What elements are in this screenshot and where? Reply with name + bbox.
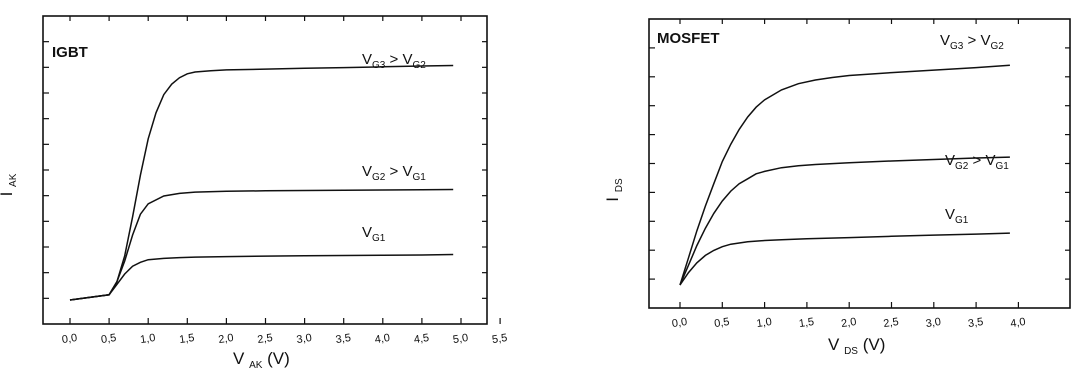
series-label-op: >: [963, 32, 980, 49]
mosfet-chart: 0,0 0,5 1,0 1,5 2,0 2,5 3,0 3,5 4,0 MOSFET V DS (V…: [603, 18, 1071, 357]
y-axis-label-main: I: [0, 187, 16, 196]
series-label-op: >: [385, 51, 402, 68]
igbt-x-tick-label: 0,5: [100, 332, 117, 346]
igbt-x-tick-label: 4,5: [413, 332, 430, 346]
igbt-series-3-line: [69, 253, 454, 301]
series-label-main2: V: [402, 51, 412, 68]
series-label-sub: G2: [372, 172, 386, 183]
igbt-x-tick-label: 0,0: [61, 332, 78, 346]
series-label-main2: V: [402, 163, 412, 180]
igbt-y-axis-label: I AK: [0, 173, 19, 196]
mosfet-series-2-line: [679, 156, 1010, 286]
igbt-series-1-label: VG3 > VG2: [362, 51, 426, 71]
igbt-x-axis-label: V AK (V): [233, 349, 290, 371]
mosfet-series-1-label: VG3 > VG2: [940, 32, 1004, 52]
x-axis-label-unit: (V): [262, 349, 289, 368]
y-axis-label-sub: DS: [614, 178, 625, 192]
x-axis-label-sub: AK: [249, 360, 263, 371]
series-label-sub: G3: [372, 60, 386, 71]
series-label-main: V: [945, 206, 955, 223]
mosfet-x-tick-label: 0,5: [713, 316, 730, 330]
mosfet-x-tick-label: 2,5: [883, 316, 900, 330]
mosfet-x-tick-label: 1,5: [798, 316, 815, 330]
series-label-sub2: G2: [412, 60, 426, 71]
series-label-main2: V: [985, 152, 995, 169]
series-label-sub: G2: [955, 161, 969, 172]
series-label-main: V: [940, 32, 950, 49]
mosfet-series-2-label: VG2 > VG1: [945, 152, 1009, 172]
igbt-x-tick-label: 5,0: [452, 332, 469, 346]
mosfet-series-3-label: VG1: [945, 206, 969, 226]
mosfet-panel-title: MOSFET: [657, 30, 720, 47]
igbt-x-tick-label: 2,5: [257, 332, 274, 346]
mosfet-x-tick-label: 2,0: [840, 316, 857, 330]
series-label-sub: G1: [955, 215, 969, 226]
mosfet-x-tick-label: 1,0: [756, 316, 773, 330]
series-label-main: V: [945, 152, 955, 169]
series-label-sub2: G2: [990, 41, 1004, 52]
igbt-x-tick-label: 1,5: [178, 332, 195, 346]
igbt-x-tick-label: 1,0: [139, 332, 156, 346]
mosfet-series-3-line: [679, 232, 1010, 286]
igbt-series-2-label: VG2 > VG1: [362, 163, 426, 183]
igbt-series-1-line: [69, 64, 454, 301]
igbt-x-tick-label: 5,5: [491, 332, 508, 346]
series-label-op: >: [968, 152, 985, 169]
mosfet-x-tick-label: 4,0: [1010, 316, 1027, 330]
mosfet-x-axis-label: V DS (V): [828, 335, 885, 357]
series-label-main: V: [362, 51, 372, 68]
x-axis-label-main: V: [233, 349, 249, 368]
series-label-main: V: [362, 163, 372, 180]
y-axis-label-main: I: [603, 192, 622, 201]
series-label-main: V: [362, 224, 372, 241]
series-label-main2: V: [980, 32, 990, 49]
igbt-x-tick-label: 2,0: [218, 332, 235, 346]
series-label-sub: G1: [372, 233, 386, 244]
x-axis-label-main: V: [828, 335, 844, 354]
mosfet-y-axis-label: I DS: [603, 178, 625, 202]
series-label-op: >: [385, 163, 402, 180]
igbt-panel-title: IGBT: [52, 44, 88, 61]
series-label-sub: G3: [950, 41, 964, 52]
x-axis-label-unit: (V): [858, 335, 885, 354]
mosfet-x-tick-label: 3,0: [925, 316, 942, 330]
igbt-x-tick-label: 3,5: [335, 332, 352, 346]
mosfet-series-1-line: [679, 64, 1010, 286]
igbt-x-tick-label: 3,0: [296, 332, 313, 346]
y-axis-label-sub: AK: [8, 173, 19, 187]
mosfet-x-tick-label: 3,5: [967, 316, 984, 330]
igbt-chart: 0,0 0,5 1,0 1,5 2,0 2,5 3,0 3,5 4,0 4,5 5,0 5,5 IGBT…: [0, 15, 508, 371]
series-label-sub2: G1: [995, 161, 1009, 172]
mosfet-x-tick-label: 0,0: [671, 316, 688, 330]
igbt-series-3-label: VG1: [362, 224, 386, 244]
igbt-x-tick-label: 4,0: [374, 332, 391, 346]
x-axis-label-sub: DS: [844, 346, 858, 357]
series-label-sub2: G1: [412, 172, 426, 183]
igbt-series-2-line: [69, 188, 454, 301]
